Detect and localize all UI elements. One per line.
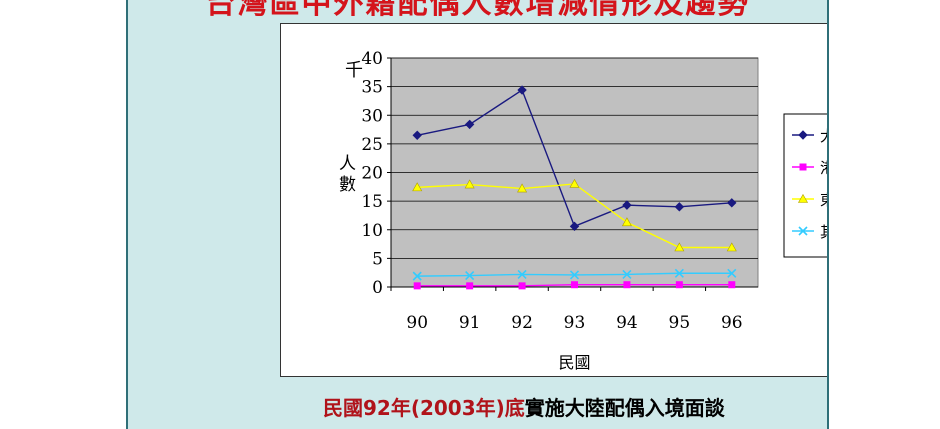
data-point: [569, 270, 580, 280]
y-tick-label: 5: [372, 249, 383, 269]
legend-label: 東南亞地區: [820, 191, 829, 209]
y-tick-label: 15: [361, 192, 383, 212]
data-point: [466, 282, 474, 290]
data-point: [727, 268, 737, 278]
slide-subtitle: 民國92年(2003年)底實施大陸配偶入境面談: [323, 392, 725, 421]
data-point: [412, 182, 423, 192]
data-point: [675, 281, 683, 289]
slide-title: 台灣區中外籍配偶人數增減情形及趨勢: [205, 0, 750, 21]
data-point: [412, 130, 422, 140]
line-chart: 0 5 10 15 20 25 30 35 40 90 91 92 93 94 95 96 民國 千人數 大陸地區港…: [335, 49, 829, 372]
data-point: [571, 281, 578, 289]
slide-background: 台灣區中外籍配偶人數增減情形及趨勢 0 5 10 15 20 25 30 35 40 90 91 92…: [126, 0, 829, 429]
data-point: [517, 269, 527, 279]
data-point: [726, 242, 737, 252]
x-tick-label: 91: [459, 313, 481, 333]
data-point: [413, 282, 421, 290]
data-point: [728, 281, 736, 289]
data-point: [674, 202, 685, 212]
y-tick-label: 40: [361, 49, 383, 69]
data-point: [464, 179, 475, 189]
x-tick-label: 96: [721, 313, 743, 333]
legend-marker: [798, 226, 808, 236]
x-tick-label: 93: [564, 313, 586, 333]
data-point: [623, 281, 631, 289]
y-tick-label: 25: [361, 135, 383, 155]
y-tick-label: 10: [361, 221, 383, 241]
x-tick-label: 90: [406, 313, 428, 333]
data-point: [622, 200, 632, 210]
legend-marker: [799, 163, 807, 171]
data-point: [518, 282, 526, 290]
legend-label: 大陸地區: [820, 127, 829, 145]
subtitle-highlight: 民國92年(2003年)底: [323, 396, 525, 420]
x-axis-label: 民國: [558, 353, 590, 372]
data-point: [622, 269, 632, 279]
data-point: [621, 217, 632, 227]
y-tick-label: 30: [361, 106, 383, 126]
y-tick-label: 0: [372, 278, 383, 298]
data-point: [412, 271, 422, 281]
data-point: [569, 221, 580, 232]
x-tick-label: 95: [669, 313, 691, 333]
data-point: [465, 270, 475, 281]
legend-marker: [797, 193, 809, 203]
y-tick-label: 20: [361, 164, 383, 184]
data-point: [464, 119, 475, 130]
data-point: [674, 242, 685, 252]
data-point: [727, 198, 737, 208]
x-tick-label: 92: [511, 313, 533, 333]
legend-label: 港澳地區: [820, 159, 829, 177]
x-tick-label: 94: [616, 313, 638, 333]
data-point: [674, 268, 684, 278]
y-tick-label: 35: [361, 78, 383, 98]
data-point: [517, 85, 527, 95]
chart-area: 0 5 10 15 20 25 30 35 40 90 91 92 93 94 95 96 民國 千人數 大陸地區港…: [280, 23, 829, 377]
y-axis-unit: 千: [345, 60, 363, 81]
legend-marker: [798, 130, 808, 140]
data-point: [569, 178, 580, 188]
y-axis-label: 人數: [335, 154, 356, 196]
legend-label: 其他地區: [820, 223, 829, 241]
data-point: [517, 183, 528, 193]
subtitle-rest: 實施大陸配偶入境面談: [524, 396, 725, 420]
